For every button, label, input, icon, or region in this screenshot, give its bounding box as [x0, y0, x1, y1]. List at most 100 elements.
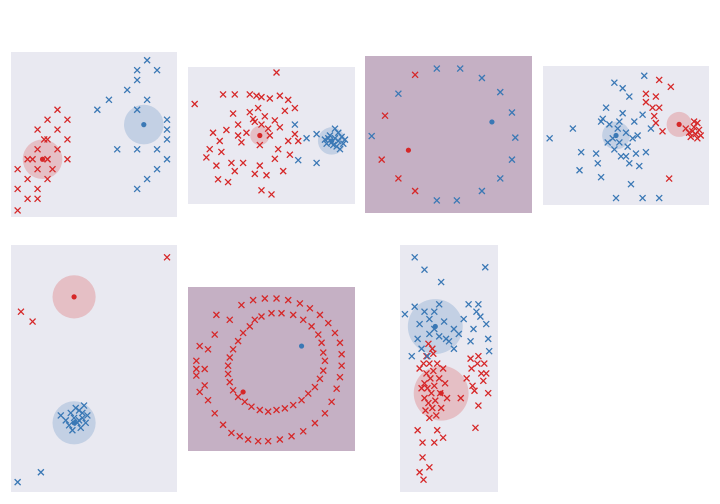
data-point-blue	[496, 88, 504, 96]
data-point-red	[482, 369, 490, 377]
data-point-red	[394, 175, 402, 182]
data-point-red	[474, 352, 482, 360]
data-point-red	[467, 355, 475, 363]
data-point-blue	[624, 143, 632, 151]
data-point-red	[54, 126, 61, 134]
data-point-red	[316, 311, 324, 319]
data-point-red	[321, 409, 329, 417]
data-point-red	[224, 370, 232, 378]
data-point-blue	[453, 196, 461, 204]
data-point-blue	[619, 109, 627, 117]
data-point-blue	[481, 263, 489, 271]
data-point-red	[416, 365, 424, 372]
data-point-red	[291, 130, 299, 138]
cluster-center	[676, 121, 682, 127]
cluster-center	[257, 132, 263, 139]
data-point-red	[425, 360, 433, 368]
data-point-blue	[336, 145, 344, 153]
data-point-red	[468, 365, 475, 372]
data-point-red	[652, 93, 660, 101]
data-point-blue	[83, 411, 91, 419]
data-point-red	[338, 362, 346, 370]
panel-background	[11, 245, 177, 492]
data-point-red	[44, 155, 51, 163]
data-point-red	[281, 404, 289, 412]
data-point-red	[650, 112, 658, 120]
data-point-red	[231, 167, 239, 175]
data-point-red	[226, 354, 234, 361]
data-point-red	[463, 374, 471, 382]
data-point-red	[333, 385, 341, 393]
data-point-red	[246, 90, 254, 98]
data-point-blue	[113, 145, 121, 153]
data-point-red	[378, 156, 386, 164]
data-point-red	[192, 372, 200, 380]
data-point-red	[229, 386, 237, 394]
data-point-red	[281, 107, 289, 115]
data-point-red	[331, 329, 339, 337]
data-point-red	[697, 132, 705, 139]
data-point-red	[236, 432, 244, 440]
data-point-blue	[75, 416, 83, 424]
data-point-red	[264, 125, 272, 133]
data-point-blue	[622, 129, 630, 137]
data-point-red	[234, 393, 242, 401]
data-point-red	[44, 175, 51, 183]
data-point-red	[24, 175, 32, 183]
data-point-red	[423, 369, 430, 377]
data-point-red	[428, 404, 436, 412]
data-point-red	[336, 373, 344, 381]
data-point-blue	[569, 125, 577, 133]
data-point-red	[29, 318, 37, 326]
data-point-red	[268, 309, 275, 317]
data-point-red	[276, 123, 284, 131]
data-point-red	[258, 93, 265, 101]
data-point-blue	[478, 74, 486, 82]
data-point-red	[276, 92, 284, 100]
data-point-red	[690, 118, 698, 126]
data-point-blue	[435, 300, 443, 308]
data-point-red	[484, 389, 492, 397]
data-point-blue	[639, 194, 647, 202]
data-point-red	[279, 167, 287, 175]
data-point-red	[242, 129, 250, 137]
data-point-red	[284, 296, 292, 304]
data-point-blue	[411, 303, 419, 311]
data-point-blue	[143, 175, 151, 183]
data-point-blue	[577, 148, 585, 156]
data-point-blue	[123, 86, 131, 94]
data-point-red	[291, 104, 299, 112]
data-point-red	[34, 185, 42, 193]
data-point-red	[234, 337, 242, 345]
data-point-red	[216, 137, 224, 145]
data-point-blue	[478, 187, 486, 195]
data-point-red	[471, 387, 478, 395]
data-point-red	[239, 329, 247, 337]
data-point-blue	[425, 315, 433, 323]
data-point-red	[34, 165, 42, 173]
data-point-red	[264, 437, 272, 445]
data-point-red	[296, 299, 304, 307]
data-point-red	[273, 69, 280, 76]
data-point-red	[274, 145, 282, 153]
data-point-blue	[133, 185, 141, 193]
cluster-center	[432, 323, 438, 330]
data-point-blue	[437, 278, 445, 286]
data-point-red	[695, 126, 703, 134]
data-point-blue	[435, 332, 443, 340]
data-point-blue	[421, 308, 428, 316]
data-point-red	[479, 377, 487, 385]
data-point-red	[14, 185, 22, 193]
data-point-red	[219, 90, 227, 98]
data-point-red	[196, 388, 204, 396]
data-point-red	[34, 126, 42, 134]
data-point-red	[192, 365, 200, 373]
data-point-red	[251, 316, 259, 324]
data-point-red	[258, 121, 265, 128]
data-point-red	[433, 360, 441, 368]
panel-background	[365, 56, 532, 213]
cluster-center	[489, 119, 495, 125]
data-point-blue	[610, 79, 618, 87]
data-point-red	[249, 296, 257, 304]
cluster-center	[71, 294, 77, 300]
